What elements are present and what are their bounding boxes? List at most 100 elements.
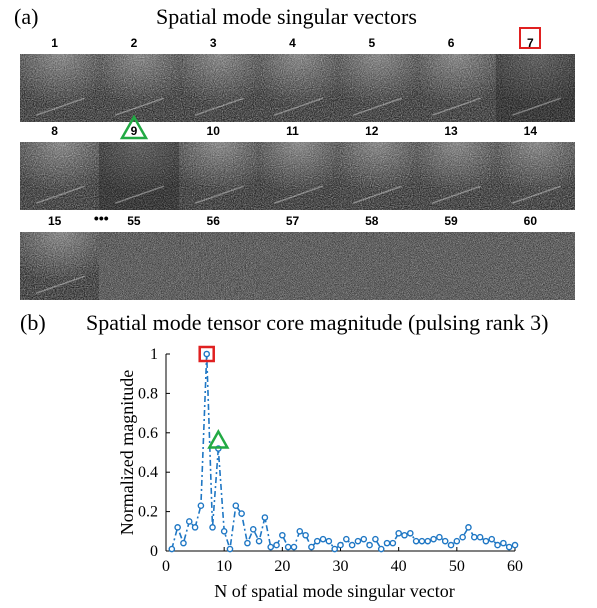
data-point xyxy=(372,535,379,543)
singular-vector-image xyxy=(337,142,417,210)
data-point xyxy=(290,543,298,551)
data-point xyxy=(500,539,507,547)
data-point xyxy=(220,528,228,535)
data-point xyxy=(232,502,240,509)
tile-row xyxy=(20,142,576,210)
data-point xyxy=(395,529,402,537)
y-tick-label: 1 xyxy=(150,346,158,363)
data-point xyxy=(273,541,280,549)
data-point xyxy=(319,535,327,543)
tile-label: 13 xyxy=(444,124,458,138)
plot-axes: 00.20.40.60.810 10 20 30 40 50 60 xyxy=(138,346,523,575)
image-strip-row: 8 9 10 11 12 13 14 xyxy=(20,114,576,210)
green-triangle-highlight xyxy=(207,429,230,449)
x-tick-label: 10 xyxy=(216,558,232,575)
y-tick-label: 0 xyxy=(150,543,158,560)
panel-b-label: (b) xyxy=(20,310,46,335)
tile-label: 8 xyxy=(51,124,58,138)
data-point xyxy=(348,541,356,549)
data-point xyxy=(302,531,309,539)
x-axis-label: N of spatial mode singular vector xyxy=(214,581,454,601)
tile-label: 60 xyxy=(523,214,538,228)
data-point xyxy=(284,543,292,551)
data-point xyxy=(197,502,205,509)
data-point xyxy=(331,545,338,553)
data-point xyxy=(424,537,432,545)
data-point xyxy=(343,535,350,543)
data-point xyxy=(174,524,181,531)
tile-label: 6 xyxy=(447,36,455,50)
data-point xyxy=(511,541,519,549)
tile-label: 11 xyxy=(286,124,299,138)
y-tick-label: 0.4 xyxy=(138,464,158,481)
singular-vector-image xyxy=(495,232,576,300)
data-point xyxy=(296,528,304,535)
data-point xyxy=(494,541,501,549)
singular-vector-image xyxy=(20,142,100,210)
tile-label: 3 xyxy=(209,36,217,50)
tile-label: 15 xyxy=(47,214,62,228)
data-point xyxy=(185,518,193,525)
data-point xyxy=(412,537,420,545)
data-point xyxy=(482,537,490,545)
tile-row xyxy=(20,232,576,300)
tile-row xyxy=(20,54,576,122)
data-point xyxy=(180,539,187,547)
x-tick-label: 60 xyxy=(507,558,523,575)
data-point xyxy=(377,545,385,553)
singular-vector-image xyxy=(416,232,497,300)
data-point xyxy=(279,531,286,539)
tile-label: 7 xyxy=(527,36,534,50)
tile-label: 55 xyxy=(127,214,141,228)
tile-label: 5 xyxy=(368,36,376,50)
tile-label: 12 xyxy=(365,124,379,138)
data-point xyxy=(459,533,466,541)
data-point xyxy=(337,541,344,549)
x-tick-label: 50 xyxy=(449,558,465,575)
singular-vector-image xyxy=(99,54,180,122)
tile-label-row: 1 2 3 4 5 6 7 xyxy=(20,27,575,54)
data-point xyxy=(308,543,315,551)
x-tick-label: 40 xyxy=(391,558,407,575)
y-tick-label: 0.2 xyxy=(138,504,158,521)
data-point xyxy=(447,541,455,549)
red-square-highlight xyxy=(198,345,215,363)
y-tick-label: 0.6 xyxy=(138,425,158,442)
tile-label: 59 xyxy=(444,214,458,228)
panel-a-title: Spatial mode singular vectors xyxy=(156,4,417,29)
x-tick-label: 0 xyxy=(162,558,170,575)
singular-vector-image xyxy=(337,232,417,300)
data-point xyxy=(360,535,368,543)
image-strip-row: 1 2 3 4 5 6 7 xyxy=(20,27,576,122)
data-point xyxy=(191,524,199,531)
data-point xyxy=(453,537,461,545)
data-point xyxy=(488,535,496,543)
tile-label: 58 xyxy=(365,214,379,228)
singular-vector-image xyxy=(178,142,259,210)
data-point xyxy=(313,537,321,545)
data-point xyxy=(203,350,211,358)
data-point xyxy=(249,526,257,533)
x-tick-label: 30 xyxy=(333,558,349,575)
tile-label: 10 xyxy=(206,124,220,138)
singular-vector-image xyxy=(99,142,180,210)
singular-vector-image xyxy=(257,232,338,300)
data-point xyxy=(325,537,333,545)
tile-label-row: 8 9 10 11 12 13 14 xyxy=(20,114,575,142)
data-point xyxy=(261,514,269,521)
x-tick-label: 20 xyxy=(274,558,290,575)
tile-label: 4 xyxy=(289,36,296,50)
tile-label-row: 15 55 56 57 58 59 60 ••• xyxy=(20,210,575,232)
data-point xyxy=(389,539,397,547)
data-point xyxy=(226,545,234,553)
tile-label: 57 xyxy=(285,214,300,228)
data-point xyxy=(267,543,275,551)
data-point xyxy=(441,537,449,545)
image-strip-row: 15 55 56 57 58 59 60 ••• xyxy=(20,210,576,300)
data-point xyxy=(465,524,472,531)
singular-vector-image xyxy=(178,232,259,300)
singular-vector-image xyxy=(99,232,180,300)
data-point xyxy=(436,533,443,541)
tile-label: 2 xyxy=(130,36,138,50)
